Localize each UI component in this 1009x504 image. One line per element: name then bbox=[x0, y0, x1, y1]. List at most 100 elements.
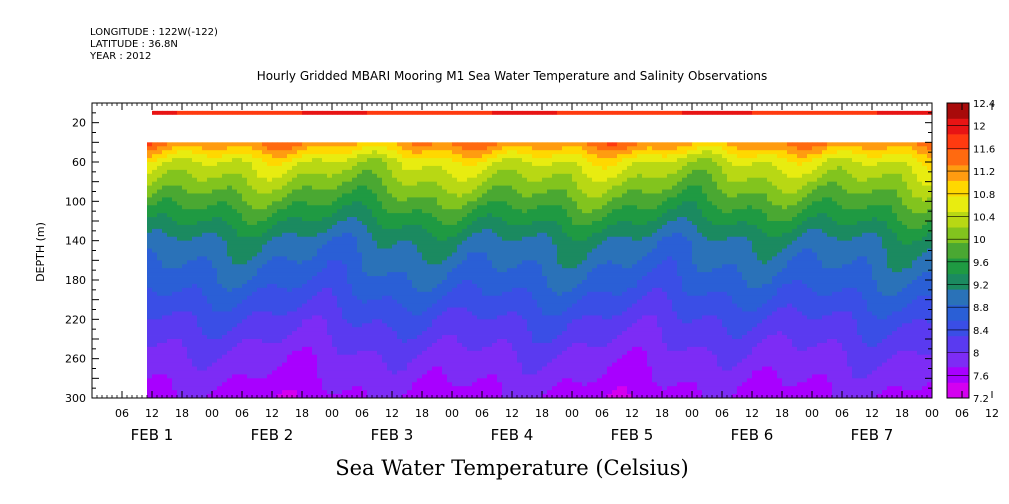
temperature-cell bbox=[412, 315, 418, 320]
temperature-cell bbox=[227, 390, 233, 395]
temperature-cell bbox=[457, 303, 463, 308]
temperature-cell bbox=[482, 162, 488, 167]
temperature-cell bbox=[497, 370, 503, 375]
temperature-cell bbox=[182, 358, 188, 363]
temperature-cell bbox=[157, 394, 163, 399]
temperature-cell bbox=[212, 366, 218, 371]
temperature-cell bbox=[167, 224, 173, 230]
temperature-cell bbox=[332, 323, 338, 328]
temperature-cell bbox=[317, 378, 323, 383]
temperature-cell bbox=[162, 378, 168, 383]
temperature-cell bbox=[277, 291, 283, 297]
temperature-cell bbox=[422, 272, 428, 277]
temperature-cell bbox=[477, 213, 483, 218]
temperature-cell bbox=[227, 331, 233, 336]
temperature-cell bbox=[287, 319, 293, 324]
temperature-cell bbox=[502, 217, 508, 222]
temperature-cell bbox=[262, 244, 268, 249]
temperature-cell bbox=[217, 390, 223, 395]
temperature-cell bbox=[497, 224, 503, 230]
temperature-cell bbox=[297, 323, 303, 328]
temperature-cell bbox=[397, 339, 403, 344]
temperature-cell bbox=[162, 339, 168, 344]
temperature-cell bbox=[427, 244, 433, 249]
temperature-cell bbox=[217, 236, 223, 242]
temperature-cell bbox=[282, 280, 288, 285]
temperature-cell bbox=[442, 197, 448, 202]
temperature-cell bbox=[222, 213, 228, 218]
temperature-cell bbox=[517, 374, 523, 379]
temperature-cell bbox=[397, 150, 403, 155]
temperature-cell bbox=[157, 146, 163, 151]
temperature-cell bbox=[202, 221, 208, 226]
temperature-cell bbox=[207, 248, 213, 253]
temperature-cell bbox=[322, 272, 328, 277]
temperature-cell bbox=[187, 154, 193, 159]
temperature-cell bbox=[232, 339, 238, 344]
temperature-cell bbox=[472, 307, 478, 312]
temperature-cell bbox=[347, 221, 353, 226]
temperature-cell bbox=[397, 264, 403, 269]
temperature-cell bbox=[417, 382, 423, 387]
temperature-cell bbox=[217, 287, 223, 293]
temperature-cell bbox=[497, 142, 503, 147]
temperature-cell bbox=[392, 248, 398, 253]
temperature-cell bbox=[377, 295, 383, 301]
temperature-cell bbox=[362, 366, 368, 371]
temperature-cell bbox=[467, 193, 473, 198]
temperature-cell bbox=[507, 221, 513, 226]
temperature-cell bbox=[292, 319, 298, 324]
temperature-cell bbox=[177, 252, 183, 257]
temperature-cell bbox=[267, 193, 273, 198]
temperature-cell bbox=[197, 158, 203, 163]
temperature-cell bbox=[197, 350, 203, 356]
temperature-cell bbox=[377, 370, 383, 375]
temperature-cell bbox=[402, 335, 408, 340]
temperature-cell bbox=[262, 354, 268, 360]
surface-temperature-cell bbox=[232, 110, 238, 115]
temperature-cell bbox=[427, 350, 433, 356]
temperature-cell bbox=[427, 240, 433, 245]
temperature-cell bbox=[257, 260, 263, 265]
temperature-cell bbox=[212, 244, 218, 249]
temperature-cell bbox=[147, 236, 153, 242]
temperature-cell bbox=[257, 272, 263, 277]
temperature-cell bbox=[457, 264, 463, 269]
temperature-cell bbox=[207, 386, 213, 391]
temperature-cell bbox=[512, 154, 518, 159]
temperature-cell bbox=[197, 315, 203, 320]
surface-temperature-cell bbox=[327, 110, 333, 115]
temperature-cell bbox=[247, 146, 253, 151]
temperature-cell bbox=[397, 370, 403, 375]
temperature-cell bbox=[402, 378, 408, 383]
temperature-cell bbox=[307, 169, 313, 175]
temperature-cell bbox=[192, 150, 198, 155]
temperature-cell bbox=[387, 209, 393, 214]
temperature-cell bbox=[262, 201, 268, 206]
temperature-cell bbox=[377, 303, 383, 308]
temperature-cell bbox=[282, 193, 288, 198]
temperature-cell bbox=[407, 394, 413, 399]
temperature-cell bbox=[162, 299, 168, 304]
temperature-cell bbox=[217, 311, 223, 316]
temperature-cell bbox=[382, 276, 388, 281]
temperature-cell bbox=[337, 232, 343, 238]
temperature-cell bbox=[312, 268, 318, 273]
temperature-cell bbox=[377, 197, 383, 202]
temperature-cell bbox=[242, 142, 248, 147]
temperature-cell bbox=[182, 303, 188, 308]
temperature-cell bbox=[482, 374, 488, 379]
temperature-cell bbox=[317, 268, 323, 273]
temperature-cell bbox=[247, 221, 253, 226]
temperature-cell bbox=[347, 374, 353, 379]
temperature-cell bbox=[437, 228, 443, 234]
temperature-cell bbox=[442, 299, 448, 304]
temperature-cell bbox=[442, 331, 448, 336]
surface-temperature-cell bbox=[442, 110, 448, 115]
temperature-cell bbox=[147, 315, 153, 320]
temperature-cell bbox=[517, 240, 523, 245]
temperature-cell bbox=[417, 236, 423, 242]
temperature-cell bbox=[402, 224, 408, 230]
temperature-cell bbox=[427, 299, 433, 304]
temperature-cell bbox=[407, 142, 413, 147]
